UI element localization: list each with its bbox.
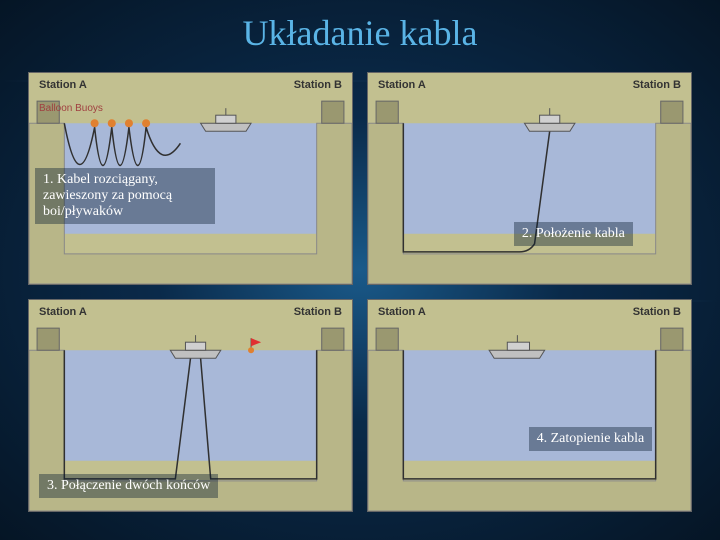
panel-2: Station A Station B 2. Położenie kabla	[367, 72, 692, 285]
caption-3: 3. Połączenie dwóch końców	[39, 474, 218, 498]
caption-1: 1. Kabel rozciągany, zawieszony za pomoc…	[35, 168, 215, 224]
page-title: Układanie kabla	[0, 0, 720, 54]
panel-3: Station A Station B 3. Połączenie dwóch …	[28, 299, 353, 512]
station-b-label: Station B	[294, 79, 342, 91]
panel-1: Station A Station B Balloon Buoys 1. Kab…	[28, 72, 353, 285]
station-a-label: Station A	[378, 306, 426, 318]
diagram-grid: Station A Station B Balloon Buoys 1. Kab…	[0, 54, 720, 534]
balloon-buoys-label: Balloon Buoys	[39, 103, 103, 114]
station-b-label: Station B	[633, 79, 681, 91]
station-b-label: Station B	[633, 306, 681, 318]
station-a-label: Station A	[39, 306, 87, 318]
station-a-label: Station A	[39, 79, 87, 91]
panel-4: Station A Station B 4. Zatopienie kabla	[367, 299, 692, 512]
station-b-label: Station B	[294, 306, 342, 318]
diagram-svg-4	[368, 300, 691, 511]
diagram-svg-2	[368, 73, 691, 284]
caption-4: 4. Zatopienie kabla	[529, 427, 653, 451]
station-a-label: Station A	[378, 79, 426, 91]
caption-2: 2. Położenie kabla	[514, 222, 633, 246]
